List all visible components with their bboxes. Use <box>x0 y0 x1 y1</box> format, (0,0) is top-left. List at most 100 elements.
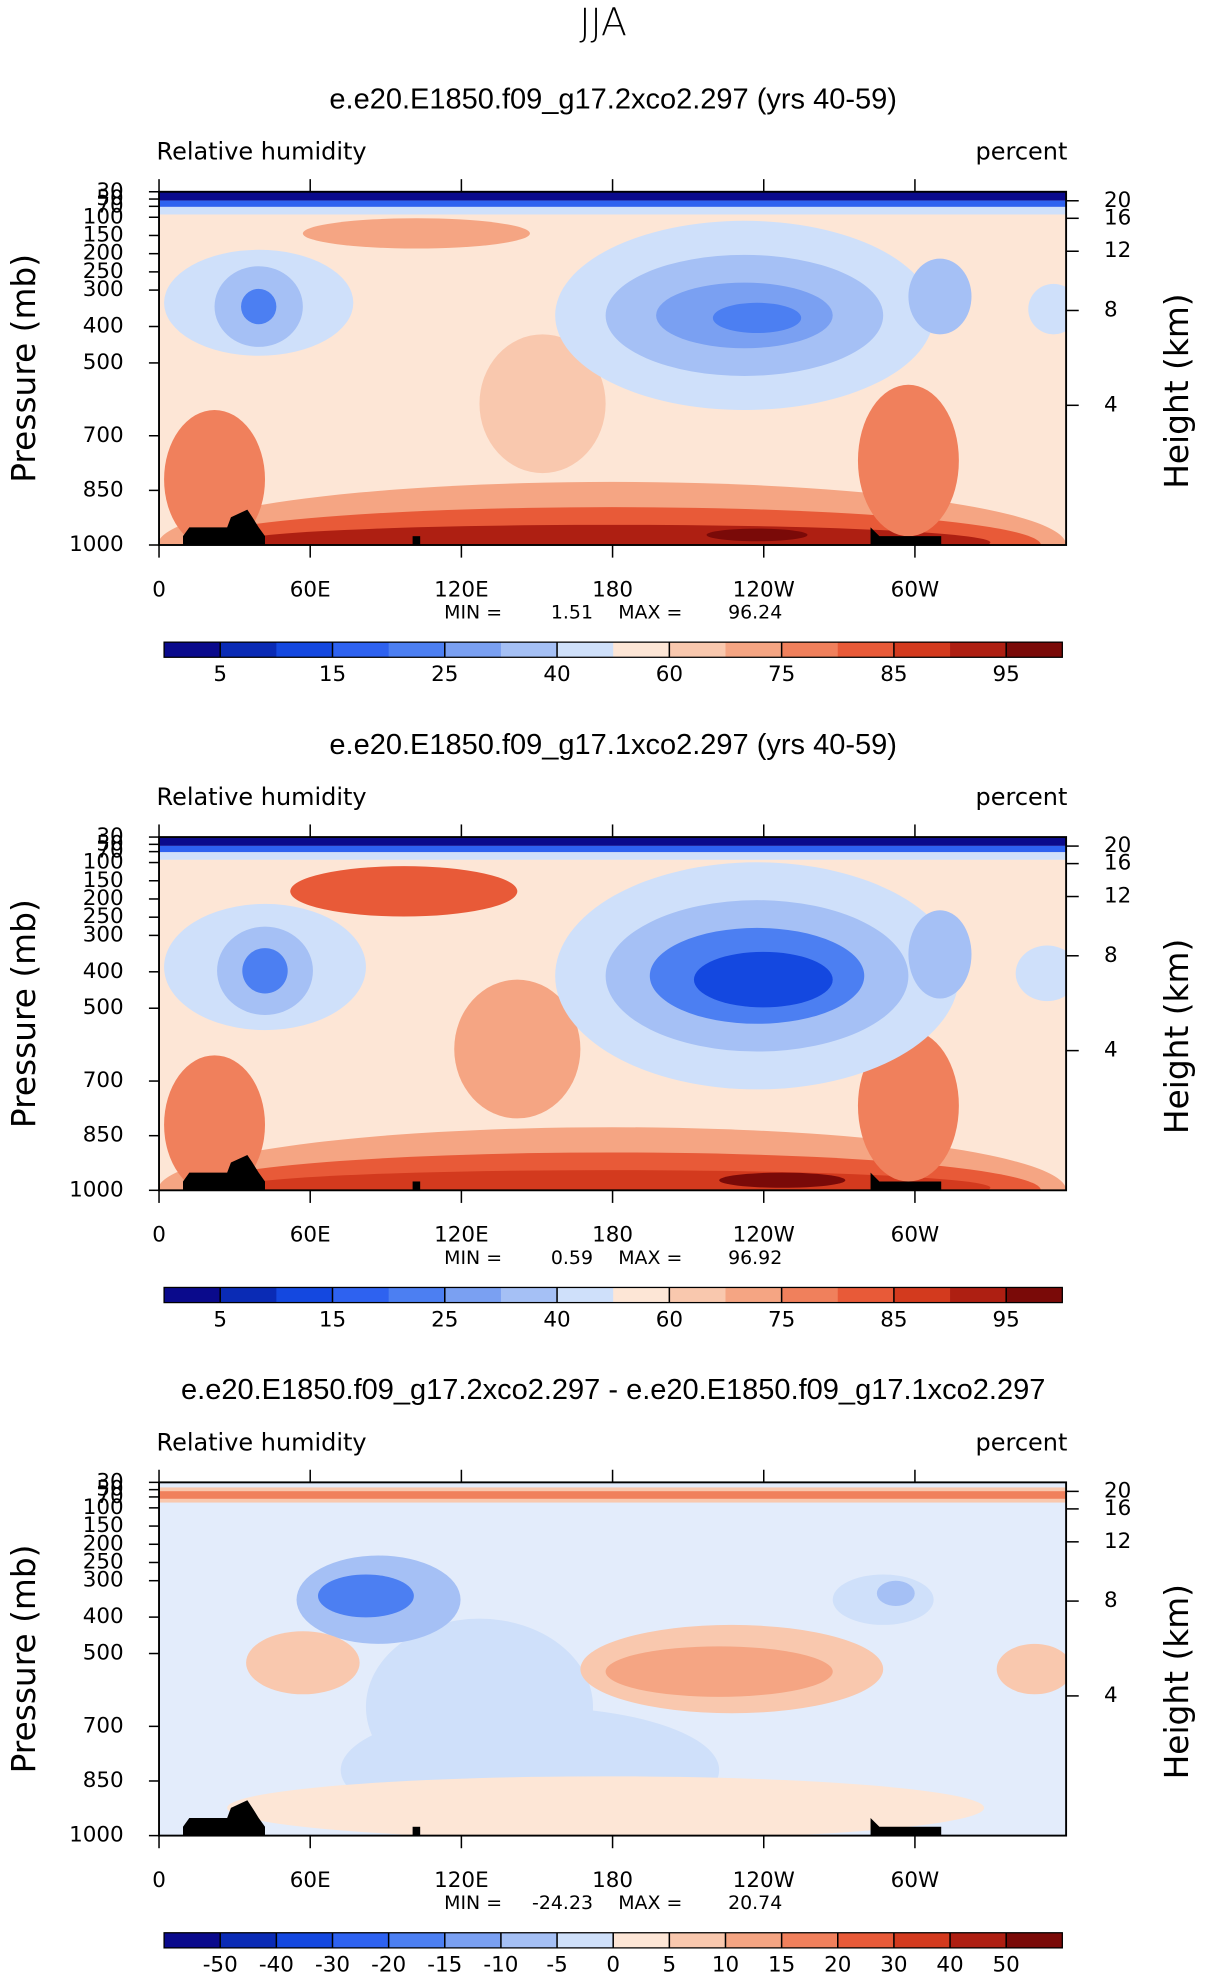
colorbar-label: 40 <box>543 1307 570 1332</box>
y-tick-label: 100 <box>83 850 124 875</box>
field-label: Relative humidity <box>157 783 367 811</box>
y-tick-label: 700 <box>83 423 124 448</box>
terrain <box>182 1800 266 1836</box>
x-tick-label: 60W <box>891 1868 939 1893</box>
y2-tick-label: 12 <box>1104 884 1131 909</box>
units-label: percent <box>976 783 1068 811</box>
y-tick-label: 300 <box>83 1568 124 1593</box>
units-label: percent <box>976 138 1068 166</box>
y-tick-label: 50 <box>96 186 123 211</box>
colorbar-label: 95 <box>993 1307 1020 1332</box>
colorbar-label: 85 <box>880 662 907 687</box>
colorbar-swatch <box>613 1287 670 1303</box>
colorbar-swatch <box>781 642 839 658</box>
y-tick-label: 100 <box>83 1495 124 1520</box>
y2-tick-label: 8 <box>1104 1588 1118 1613</box>
y-tick-label: 150 <box>83 222 124 247</box>
y-tick-label: 50 <box>96 831 123 856</box>
colorbar-swatch <box>837 642 895 658</box>
colorbar-swatch <box>388 1287 446 1303</box>
y2-axis-label: Height (km) <box>1158 1584 1196 1779</box>
y-tick-label: 250 <box>83 259 124 284</box>
colorbar-frame <box>163 641 1063 658</box>
contour-region <box>454 979 581 1119</box>
colorbar-swatch <box>220 642 277 658</box>
colorbar-swatch <box>500 642 558 658</box>
y2-tick-label: 12 <box>1104 1529 1131 1554</box>
x-tick-label: 60E <box>290 1223 331 1248</box>
y-axis-label: Pressure (mb) <box>5 1545 43 1774</box>
colorbar-label: 0 <box>606 1953 620 1978</box>
x-tick-label: 60E <box>290 577 331 602</box>
contour-region <box>479 334 606 474</box>
y2-tick-label: 20 <box>1104 188 1131 213</box>
colorbar-label: -50 <box>203 1953 238 1978</box>
colorbar-label: -10 <box>483 1953 518 1978</box>
y2-axis-label: Height (km) <box>1158 293 1196 488</box>
strat-band <box>159 206 1067 215</box>
y-tick-label: 30 <box>96 1469 123 1494</box>
max-label: MAX = <box>618 1247 682 1269</box>
y2-tick-label: 12 <box>1104 238 1131 263</box>
colorbar-swatch <box>725 642 783 658</box>
colorbar-swatch <box>1006 642 1063 658</box>
colorbar-swatch <box>781 1287 839 1303</box>
contour-region <box>317 1574 414 1618</box>
colorbar-swatch <box>332 1287 390 1303</box>
x-tick-label: 180 <box>592 1868 633 1893</box>
colorbar-label: 25 <box>431 1307 458 1332</box>
min-label: MIN = <box>444 1247 502 1269</box>
colorbar-swatch <box>1006 1932 1063 1948</box>
contour-region <box>246 1631 360 1695</box>
y-tick-label: 200 <box>83 886 124 911</box>
colorbar-swatch <box>388 1932 446 1948</box>
contour-region <box>857 1030 959 1182</box>
y2-axis-label: Height (km) <box>1158 939 1196 1134</box>
colorbar-label: 5 <box>663 1953 677 1978</box>
colorbar-label: 85 <box>880 1307 907 1332</box>
colorbar-label: 75 <box>768 1307 795 1332</box>
terrain <box>182 1154 266 1191</box>
y2-tick-label: 20 <box>1104 833 1131 858</box>
colorbar-label: 60 <box>656 1307 683 1332</box>
contour-region <box>693 951 833 1008</box>
colorbar-swatch <box>837 1932 895 1948</box>
y2-tick-label: 20 <box>1104 1478 1131 1503</box>
contour-region <box>719 1172 846 1188</box>
contour-region <box>233 524 991 546</box>
colorbar-swatch <box>950 1932 1007 1948</box>
colorbar-swatch <box>837 1287 895 1303</box>
x-tick-label: 0 <box>152 1223 166 1248</box>
colorbar-swatch <box>950 1287 1007 1303</box>
colorbar-swatch <box>164 1287 221 1303</box>
colorbar-swatch <box>500 1287 558 1303</box>
colorbar-swatch <box>444 1287 502 1303</box>
y2-tick-label: 16 <box>1104 205 1131 230</box>
contour-region <box>1015 945 1067 1002</box>
colorbar-label: 10 <box>712 1953 739 1978</box>
x-tick-label: 180 <box>592 577 633 602</box>
contour-region <box>290 866 518 917</box>
colorbar-swatch <box>893 1932 951 1948</box>
contour-region <box>876 1580 915 1607</box>
terrain <box>870 527 942 546</box>
min-label: MIN = <box>444 602 502 624</box>
colorbar-frame <box>163 1286 1063 1304</box>
contour-region <box>908 910 972 999</box>
terrain <box>412 1826 421 1836</box>
colorbar-swatch <box>220 1932 277 1948</box>
colorbar-label: 5 <box>213 1307 227 1332</box>
colorbar-swatch <box>669 1932 726 1948</box>
colorbar-swatch <box>388 642 446 658</box>
field-label: Relative humidity <box>157 138 367 166</box>
y-tick-label: 500 <box>83 350 124 375</box>
y-tick-label: 400 <box>83 314 124 339</box>
colorbar-swatch <box>332 1932 390 1948</box>
y-tick-label: 700 <box>83 1068 124 1093</box>
contour-region <box>908 258 972 335</box>
y-tick-label: 500 <box>83 995 124 1020</box>
strat-band <box>159 837 1067 846</box>
y2-tick-label: 4 <box>1104 1038 1118 1063</box>
